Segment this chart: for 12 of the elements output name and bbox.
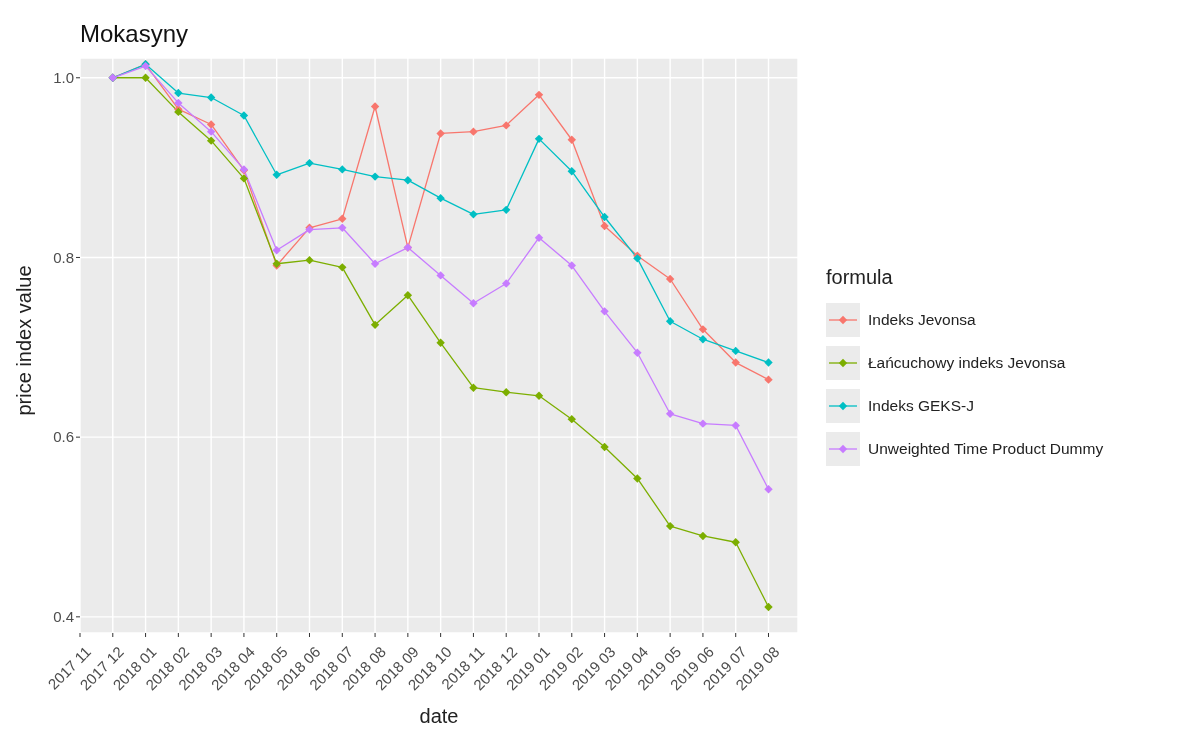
y-tick-label: 0.6 [53, 428, 74, 446]
y-axis-title: price index value [13, 265, 36, 416]
y-tick-label: 1.0 [53, 69, 74, 87]
y-tick-label: 0.4 [53, 608, 74, 626]
chart-title: Mokasyny [80, 20, 189, 48]
y-tick-label: 0.8 [53, 248, 74, 266]
legend-label: Łańcuchowy indeks Jevonsa [868, 354, 1066, 372]
x-axis-title: date [419, 705, 459, 727]
legend-title: formula [826, 265, 894, 289]
legend-label: Indeks GEKS-J [868, 397, 974, 415]
legend-label: Indeks Jevonsa [868, 311, 976, 329]
legend-label: Unweighted Time Product Dummy [868, 440, 1104, 458]
